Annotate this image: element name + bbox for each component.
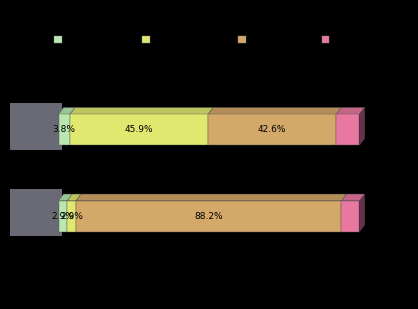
Polygon shape [336,108,364,114]
Polygon shape [359,108,364,145]
Bar [238,36,246,43]
Text: 88.2%: 88.2% [194,212,223,221]
Polygon shape [76,194,347,201]
Text: 42.6%: 42.6% [258,125,286,134]
Bar [322,36,329,43]
Bar [67,201,76,232]
Polygon shape [59,194,72,201]
Text: 2.9%: 2.9% [60,212,83,221]
Polygon shape [359,194,364,232]
Bar [342,201,359,232]
Bar [208,114,336,145]
Bar [59,114,70,145]
Polygon shape [342,194,364,201]
Polygon shape [67,194,81,201]
Text: 2.9%: 2.9% [51,212,74,221]
Text: 45.9%: 45.9% [125,125,153,134]
Bar [336,114,359,145]
Polygon shape [208,108,342,114]
Bar [59,201,67,232]
Bar [54,36,62,43]
Text: 3.8%: 3.8% [53,125,76,134]
FancyBboxPatch shape [10,103,62,150]
Bar [70,114,208,145]
FancyBboxPatch shape [10,189,62,236]
Polygon shape [70,108,213,114]
Bar [142,36,150,43]
Bar [76,201,342,232]
Polygon shape [59,108,75,114]
